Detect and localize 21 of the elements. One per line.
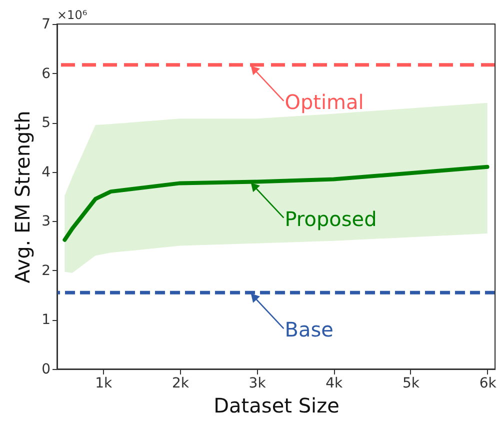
x-tick-label: 6k (479, 376, 498, 392)
x-tick-label: 3k (248, 376, 267, 392)
y-tick-label: 1 (42, 312, 50, 328)
line-series (62, 164, 490, 242)
ref-line-label: Base (284, 318, 334, 342)
series-label: Proposed (284, 206, 377, 231)
x-tick-label: 1k (95, 376, 114, 392)
x-tick-label: 5k (402, 376, 420, 392)
x-tick-label: 4k (326, 376, 344, 392)
text: ×10⁶ (57, 8, 88, 22)
y-tick-label: 2 (42, 262, 50, 279)
y-tick-label: 3 (42, 214, 50, 230)
y-tick-label: 5 (42, 115, 50, 132)
y-tick-label: 0 (42, 362, 50, 378)
y-tick-label: 7 (42, 16, 50, 32)
ref-line-label: Optimal (284, 90, 364, 114)
x-axis-title: Dataset Size (214, 394, 340, 418)
y-tick-label: 6 (42, 66, 51, 82)
x-tick-label: 2k (172, 376, 190, 392)
y-axis-title: Avg. EM Strength (10, 110, 35, 284)
y-tick-label: 4 (42, 164, 51, 180)
